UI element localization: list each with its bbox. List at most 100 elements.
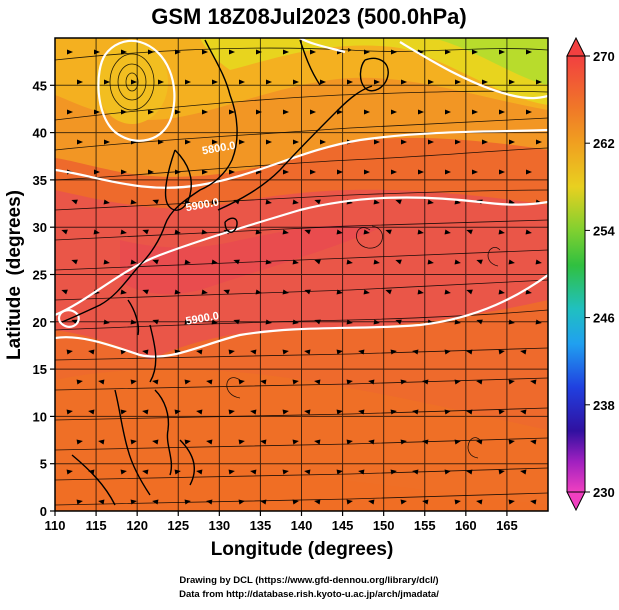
colorbar-label: 262 — [593, 136, 615, 151]
flow-arrow — [454, 499, 461, 505]
flow-arrow — [66, 409, 73, 415]
flow-arrow — [206, 499, 213, 505]
flow-arrow — [472, 169, 478, 175]
geopotential-contours — [55, 38, 548, 358]
flow-arrow — [148, 169, 154, 175]
flow-arrow — [88, 349, 95, 355]
flow-arrow — [466, 349, 473, 355]
flow-arrow — [103, 259, 110, 265]
flow-arrow — [211, 199, 218, 205]
flow-arrow — [455, 79, 461, 85]
flow-arrow — [202, 49, 208, 55]
flow-arrow — [77, 79, 83, 85]
flow-arrow — [282, 289, 289, 295]
flow-arrow — [93, 229, 100, 235]
flow-arrow — [256, 49, 262, 55]
flow-arrow — [142, 289, 149, 295]
flow-arrow — [498, 349, 505, 355]
y-tick-label: 0 — [40, 504, 47, 519]
y-tick-label: 20 — [33, 315, 47, 330]
footer-drawing-credit: Drawing by DCL (https://www.gfd-dennou.o… — [179, 575, 438, 586]
flow-arrow — [120, 229, 127, 235]
flow-arrow — [466, 469, 473, 475]
flow-arrow — [417, 229, 424, 235]
y-tick-label: 30 — [33, 220, 47, 235]
flow-arrow — [76, 499, 83, 505]
y-axis-label: Latitude (degrees) — [4, 190, 25, 360]
flow-arrow — [412, 409, 419, 415]
flow-arrow — [530, 439, 537, 445]
flow-arrow — [314, 499, 321, 505]
flow-arrow — [304, 409, 311, 415]
y-tick-label: 45 — [33, 78, 47, 93]
flow-arrow — [206, 379, 213, 385]
contour-5700 — [97, 39, 176, 142]
flow-arrow — [536, 79, 542, 85]
flow-arrow — [142, 409, 149, 415]
flow-arrow — [530, 379, 537, 385]
x-tick-label: 125 — [167, 518, 189, 533]
y-tick-label: 5 — [40, 457, 47, 472]
x-tick-label: 165 — [496, 518, 518, 533]
flow-arrow — [152, 499, 159, 505]
flow-arrow — [476, 439, 483, 445]
flow-arrow — [304, 289, 311, 295]
flow-arrow — [444, 349, 451, 355]
flow-arrow — [525, 229, 532, 235]
flow-arrow — [445, 49, 451, 55]
flow-arrow — [498, 409, 505, 415]
flow-arrow — [444, 409, 451, 415]
map-title: GSM 18Z08Jul2023 (500.0hPa) — [151, 4, 467, 29]
flow-arrow — [206, 439, 213, 445]
flow-arrow — [104, 79, 110, 85]
flow-arrow — [283, 49, 289, 55]
colorbar-label: 270 — [593, 49, 615, 64]
flow-arrow — [509, 139, 515, 145]
flow-arrow — [314, 379, 321, 385]
footer-data-source: Data from http://database.rish.kyoto-u.a… — [179, 589, 439, 600]
flow-arrow — [174, 469, 181, 475]
flow-arrow — [196, 469, 203, 475]
flow-arrow — [390, 409, 397, 415]
flow-arrow — [444, 469, 451, 475]
flow-arrow — [520, 349, 527, 355]
flow-arrow — [520, 409, 527, 415]
flow-arrow — [293, 79, 299, 85]
flow-arrow — [184, 259, 191, 265]
flow-arrow — [400, 499, 407, 505]
flow-arrow — [310, 109, 316, 115]
flow-arrow — [98, 379, 105, 385]
flow-arrow — [535, 259, 542, 265]
flow-arrow — [185, 79, 191, 85]
flow-arrow — [304, 229, 311, 235]
flow-arrow — [211, 259, 218, 265]
flow-arrow — [66, 349, 73, 355]
flow-arrow — [498, 289, 505, 295]
flow-arrow — [454, 199, 461, 205]
flow-arrow — [293, 139, 299, 145]
flow-arrow — [418, 109, 424, 115]
flow-arrow — [71, 199, 78, 205]
flow-arrow — [526, 169, 532, 175]
flow-arrow — [536, 139, 542, 145]
x-axis-label: Longitude (degrees) — [211, 539, 394, 560]
flow-arrow — [104, 139, 110, 145]
flow-arrow — [336, 229, 343, 235]
flow-arrow — [476, 379, 483, 385]
flow-arrow — [229, 169, 235, 175]
stream-arrows — [61, 49, 542, 505]
flow-arrow — [212, 79, 218, 85]
flow-arrow — [525, 289, 532, 295]
flow-arrow — [152, 379, 159, 385]
flow-arrow — [223, 289, 230, 295]
colorbar-label: 246 — [593, 311, 615, 326]
flow-arrow — [466, 229, 473, 235]
flow-arrow — [260, 439, 267, 445]
flow-arrow — [148, 49, 154, 55]
colorbar-scale — [566, 55, 586, 493]
flow-arrow — [508, 499, 515, 505]
flow-arrow — [233, 259, 240, 265]
contour-5900-north — [55, 196, 548, 317]
flow-arrow — [422, 499, 429, 505]
